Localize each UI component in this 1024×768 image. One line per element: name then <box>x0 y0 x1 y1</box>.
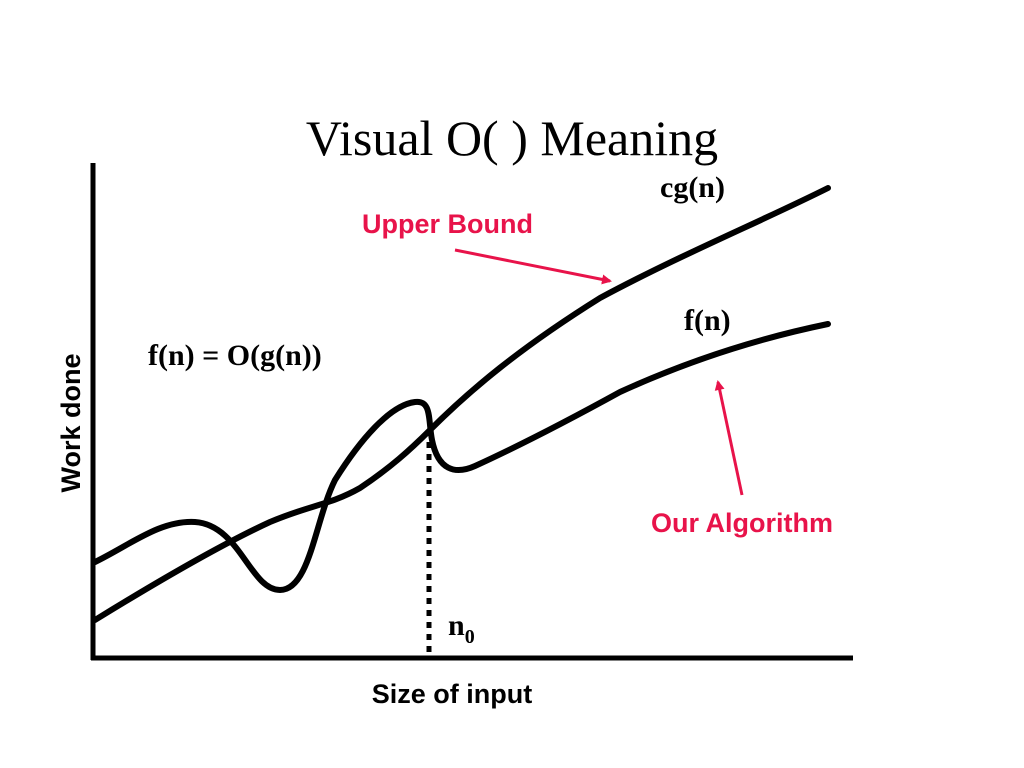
big-o-equation: f(n) = O(g(n)) <box>148 339 322 372</box>
our-algorithm-arrow <box>714 380 744 496</box>
x-axis-label: Size of input <box>372 679 532 709</box>
upper-bound-callout: Upper Bound <box>362 209 533 239</box>
slide-title: Visual O( ) Meaning <box>306 110 718 166</box>
upper-bound-arrow <box>454 248 612 285</box>
n0-base: n <box>448 609 465 642</box>
algorithm-curve-label: f(n) <box>684 304 731 337</box>
n0-subscript: 0 <box>465 626 475 648</box>
algorithm-curve <box>92 321 831 594</box>
upper-bound-curve <box>92 185 831 623</box>
y-axis-label: Work done <box>56 353 86 492</box>
our-algorithm-callout: Our Algorithm <box>651 508 833 538</box>
n0-label: n0 <box>448 609 475 648</box>
upper-curve-label: cg(n) <box>660 171 725 204</box>
